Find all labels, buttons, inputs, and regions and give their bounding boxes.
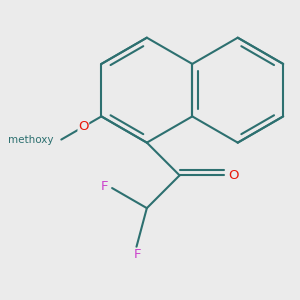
Text: O: O <box>78 120 88 133</box>
Text: methoxy: methoxy <box>8 135 54 145</box>
Text: O: O <box>229 169 239 182</box>
Text: F: F <box>134 248 141 261</box>
Text: F: F <box>100 180 108 193</box>
